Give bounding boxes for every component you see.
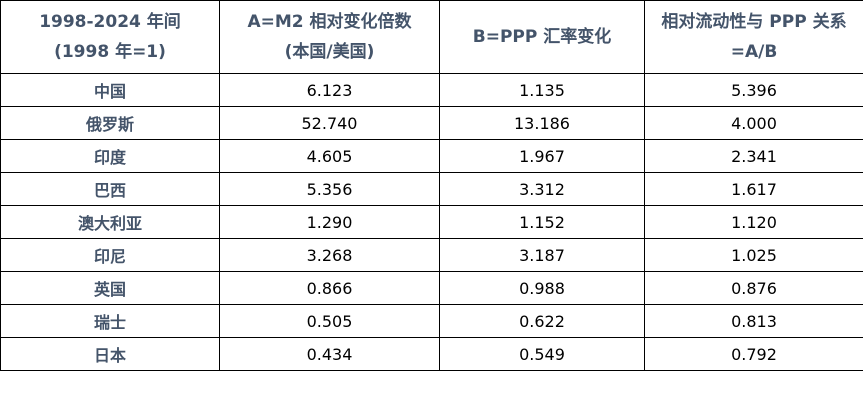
ppp-change-cell: 1.967 xyxy=(439,139,645,173)
country-cell: 巴西 xyxy=(0,172,220,206)
table-row: 巴西 5.356 3.312 1.617 xyxy=(0,172,863,206)
ratio-cell: 1.617 xyxy=(644,172,863,206)
table-row: 俄罗斯 52.740 13.186 4.000 xyxy=(0,106,863,140)
country-cell: 印度 xyxy=(0,139,220,173)
ratio-cell: 0.876 xyxy=(644,271,863,305)
ppp-change-cell: 13.186 xyxy=(439,106,645,140)
table-row: 澳大利亚 1.290 1.152 1.120 xyxy=(0,205,863,239)
m2-ratio-cell: 3.268 xyxy=(219,238,440,272)
ratio-cell: 0.813 xyxy=(644,304,863,338)
m2-ratio-cell: 1.290 xyxy=(219,205,440,239)
table-row: 中国 6.123 1.135 5.396 xyxy=(0,73,863,107)
country-cell: 瑞士 xyxy=(0,304,220,338)
country-cell: 俄罗斯 xyxy=(0,106,220,140)
ppp-change-cell: 1.135 xyxy=(439,73,645,107)
ratio-cell: 1.025 xyxy=(644,238,863,272)
ratio-cell: 5.396 xyxy=(644,73,863,107)
table-row: 瑞士 0.505 0.622 0.813 xyxy=(0,304,863,338)
table-container: 1998-2024 年间 (1998 年=1) A=M2 相对变化倍数 (本国/… xyxy=(0,0,863,371)
ratio-cell: 1.120 xyxy=(644,205,863,239)
m2-ratio-cell: 6.123 xyxy=(219,73,440,107)
country-cell: 英国 xyxy=(0,271,220,305)
header-row: 1998-2024 年间 (1998 年=1) A=M2 相对变化倍数 (本国/… xyxy=(0,0,863,74)
header-period: 1998-2024 年间 (1998 年=1) xyxy=(0,0,220,74)
ppp-change-cell: 3.187 xyxy=(439,238,645,272)
m2-ratio-cell: 0.866 xyxy=(219,271,440,305)
country-cell: 中国 xyxy=(0,73,220,107)
m2-ratio-cell: 0.505 xyxy=(219,304,440,338)
ppp-change-cell: 0.988 xyxy=(439,271,645,305)
m2-ratio-cell: 52.740 xyxy=(219,106,440,140)
table-row: 印度 4.605 1.967 2.341 xyxy=(0,139,863,173)
m2-ppp-table: 1998-2024 年间 (1998 年=1) A=M2 相对变化倍数 (本国/… xyxy=(0,0,863,371)
m2-ratio-cell: 0.434 xyxy=(219,337,440,371)
m2-ratio-cell: 5.356 xyxy=(219,172,440,206)
table-row: 印尼 3.268 3.187 1.025 xyxy=(0,238,863,272)
country-cell: 澳大利亚 xyxy=(0,205,220,239)
header-liquidity-ppp: 相对流动性与 PPP 关系 =A/B xyxy=(644,0,863,74)
ppp-change-cell: 0.622 xyxy=(439,304,645,338)
ppp-change-cell: 3.312 xyxy=(439,172,645,206)
ratio-cell: 0.792 xyxy=(644,337,863,371)
ppp-change-cell: 0.549 xyxy=(439,337,645,371)
table-row: 日本 0.434 0.549 0.792 xyxy=(0,337,863,371)
ppp-change-cell: 1.152 xyxy=(439,205,645,239)
header-ppp-change: B=PPP 汇率变化 xyxy=(439,0,645,74)
country-cell: 日本 xyxy=(0,337,220,371)
table-row: 英国 0.866 0.988 0.876 xyxy=(0,271,863,305)
header-m2-ratio: A=M2 相对变化倍数 (本国/美国) xyxy=(219,0,440,74)
country-cell: 印尼 xyxy=(0,238,220,272)
ratio-cell: 2.341 xyxy=(644,139,863,173)
ratio-cell: 4.000 xyxy=(644,106,863,140)
m2-ratio-cell: 4.605 xyxy=(219,139,440,173)
